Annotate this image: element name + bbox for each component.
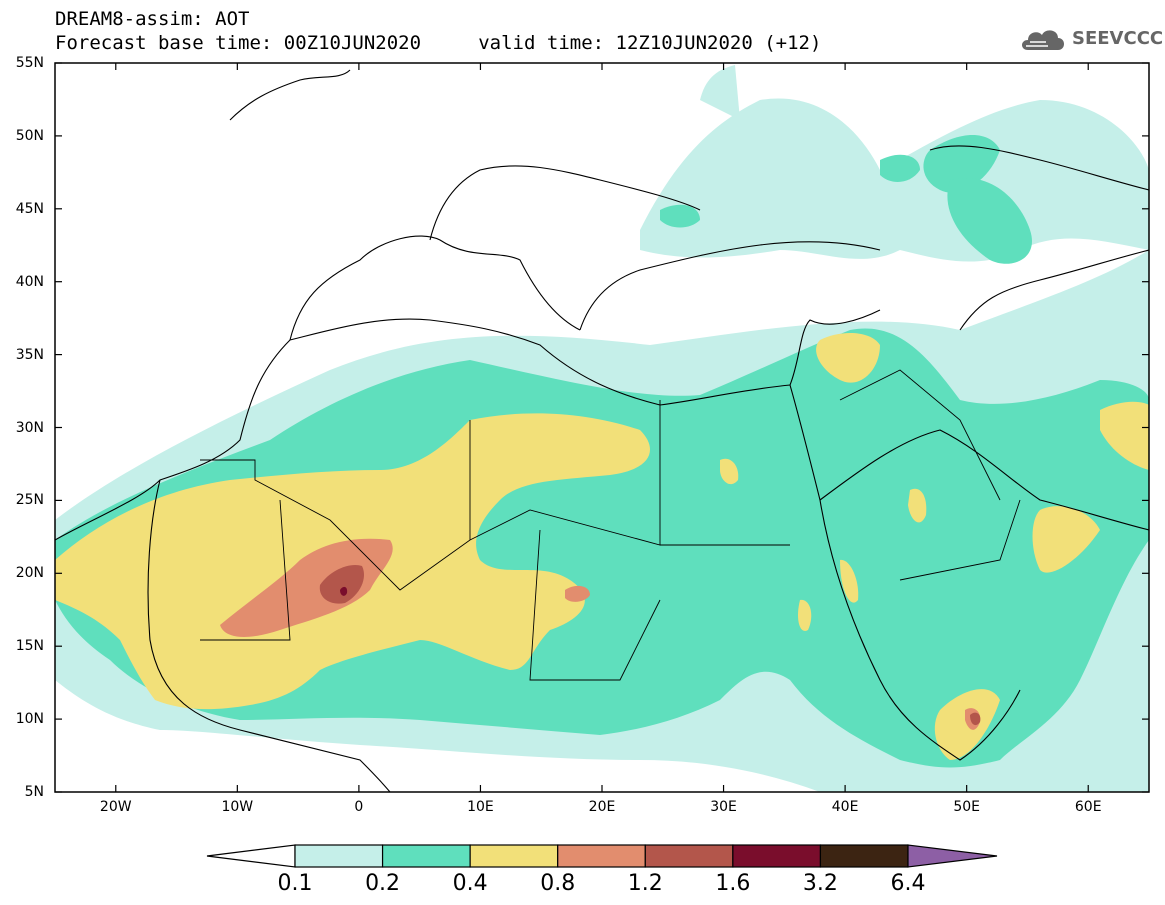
lat-label: 35N [15, 346, 44, 363]
lon-label: 50E [953, 799, 980, 815]
colorbar-box [557, 844, 646, 868]
lat-label: 15N [15, 638, 44, 655]
logo-text: SEEVCCC [1072, 28, 1164, 49]
colorbar-over-arrow [907, 844, 998, 868]
lon-label: 60E [1074, 799, 1102, 815]
colorbar-label: 1.6 [715, 871, 751, 896]
lon-label: 0 [354, 799, 364, 815]
lat-label: 55N [15, 55, 44, 71]
lat-label: 40N [15, 273, 44, 290]
forecast-time-line: Forecast base time: 00Z10JUN2020 valid t… [55, 32, 822, 54]
map-title: DREAM8-assim: AOT [55, 8, 250, 30]
lat-label: 5N [24, 784, 44, 800]
colorbar [206, 844, 998, 868]
colorbar-box [732, 844, 822, 868]
lat-label: 45N [15, 200, 44, 217]
colorbar-label: 1.2 [627, 871, 663, 896]
lon-label: 20W [99, 799, 132, 815]
lon-label: 10W [221, 799, 254, 815]
axis-ticks [55, 62, 1149, 793]
aot-band-1.6 [340, 586, 348, 596]
aot-field [55, 63, 1149, 792]
colorbar-label: 0.4 [452, 871, 488, 896]
lat-label: 10N [15, 711, 44, 728]
colorbar-box [294, 844, 384, 868]
colorbar-box [819, 844, 909, 868]
colorbar-box [381, 844, 471, 868]
colorbar-under-arrow [206, 844, 296, 868]
colorbar-label: 0.8 [540, 871, 576, 896]
lat-label: 30N [15, 419, 44, 436]
lon-label: 40E [831, 799, 859, 815]
seevccc-logo: SEEVCCC [1018, 22, 1163, 56]
borders [200, 369, 1021, 681]
lon-label: 10E [467, 799, 494, 815]
colorbar-box [469, 844, 559, 868]
colorbar-box [644, 844, 734, 868]
lon-label: 30E [710, 799, 737, 815]
colorbar-label: 0.1 [277, 871, 313, 896]
coastlines [55, 69, 1149, 792]
lon-label: 20E [588, 799, 616, 815]
lat-label: 25N [15, 492, 44, 509]
aot-band-1.2 [319, 564, 981, 726]
colorbar-label: 0.2 [365, 871, 401, 896]
colorbar-label: 6.4 [890, 871, 926, 896]
cloud-icon [1022, 30, 1064, 50]
lat-label: 50N [15, 127, 44, 144]
colorbar-label: 3.2 [802, 871, 838, 896]
lat-label: 20N [15, 565, 44, 582]
